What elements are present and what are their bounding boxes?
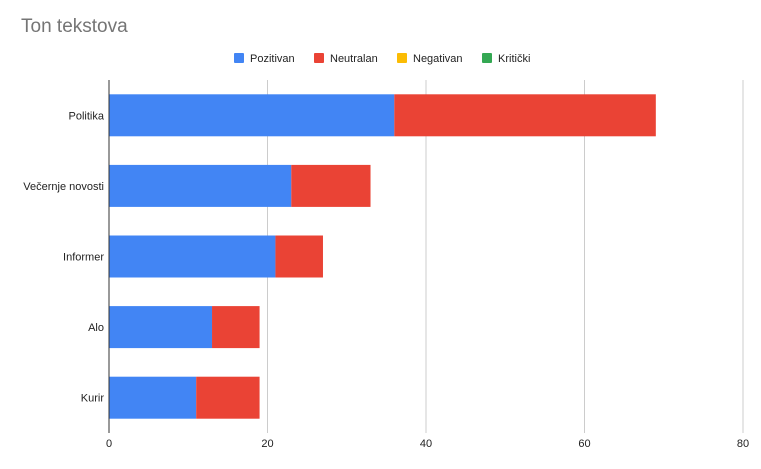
x-tick-label: 60 <box>578 438 590 450</box>
legend-label-kritički: Kritički <box>498 53 530 65</box>
chart-axis: 0 20 40 60 80 Politika Večernje novosti Informe… <box>23 80 749 450</box>
bar-alo-neutralan <box>212 306 260 349</box>
category-label: Večernje novosti <box>23 181 104 193</box>
bar-alo-pozitivan <box>109 306 213 349</box>
x-tick-label: 40 <box>420 438 432 450</box>
chart-legend: Pozitivan Neutralan Negativan Kritički <box>234 53 530 65</box>
category-label: Alo <box>88 322 104 334</box>
bar-večernje-novosti-pozitivan <box>109 164 292 207</box>
legend-swatch-negativan <box>397 53 407 63</box>
category-label: Politika <box>69 110 105 122</box>
legend-label-pozitivan: Pozitivan <box>250 53 295 65</box>
category-label: Informer <box>63 252 104 264</box>
bar-kurir-pozitivan <box>109 376 197 419</box>
category-label: Kurir <box>81 393 105 405</box>
x-tick-label: 0 <box>106 438 112 450</box>
legend-label-negativan: Negativan <box>413 53 463 65</box>
bar-politika-pozitivan <box>109 94 395 137</box>
legend-swatch-neutralan <box>314 53 324 63</box>
bar-politika-neutralan <box>394 94 656 137</box>
chart-bars <box>109 94 656 419</box>
x-tick-label: 80 <box>737 438 749 450</box>
x-tick-label: 20 <box>261 438 273 450</box>
legend-swatch-kritički <box>482 53 492 63</box>
bar-kurir-neutralan <box>196 376 260 419</box>
bar-informer-neutralan <box>275 235 323 278</box>
bar-informer-pozitivan <box>109 235 276 278</box>
bar-večernje-novosti-neutralan <box>291 164 371 207</box>
legend-swatch-pozitivan <box>234 53 244 63</box>
chart-title: Ton tekstova <box>21 16 128 37</box>
legend-label-neutralan: Neutralan <box>330 53 378 65</box>
